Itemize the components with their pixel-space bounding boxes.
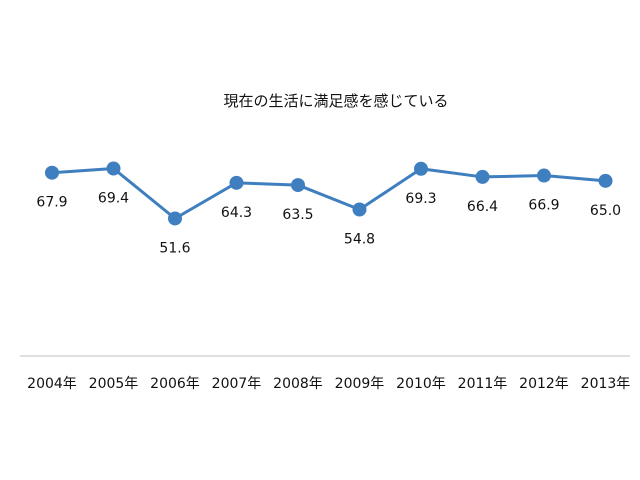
data-label: 64.3 <box>221 205 252 221</box>
data-point <box>537 168 551 183</box>
data-label: 66.9 <box>528 198 559 214</box>
data-label: 69.4 <box>98 191 129 207</box>
data-label: 54.8 <box>344 232 375 248</box>
x-tick-label: 2009年 <box>335 376 385 392</box>
data-point <box>475 169 490 184</box>
data-label: 66.4 <box>467 199 498 215</box>
x-tick-label: 2013年 <box>581 376 631 392</box>
x-tick-label: 2008年 <box>273 376 323 392</box>
data-point <box>229 175 244 190</box>
data-label: 51.6 <box>159 240 190 256</box>
chart-title: 現在の生活に満足感を感じている <box>223 92 448 110</box>
x-tick-label: 2005年 <box>89 376 139 392</box>
x-tick-label: 2007年 <box>212 376 262 392</box>
data-point <box>352 202 367 217</box>
data-label: 67.9 <box>36 195 67 211</box>
x-tick-labels: 2004年 2005年 2006年 2007年 2008年 2009年 2010年 2011年… <box>27 376 630 392</box>
x-tick-label: 2012年 <box>519 376 569 392</box>
data-point <box>45 165 59 180</box>
data-labels: 67.9 69.4 51.6 64.3 63.5 54.8 69.3 66.4 66.9 65.0 <box>36 191 621 257</box>
data-point <box>291 178 305 193</box>
x-tick-label: 2011年 <box>458 376 508 392</box>
x-tick-label: 2010年 <box>396 376 446 392</box>
data-point <box>168 211 182 226</box>
data-point <box>598 173 613 188</box>
data-label: 65.0 <box>590 203 621 219</box>
data-point <box>106 161 121 176</box>
x-tick-label: 2004年 <box>27 376 77 392</box>
data-point <box>414 161 428 176</box>
series-line <box>51 167 606 220</box>
data-label: 63.5 <box>282 207 313 223</box>
series-layer <box>45 161 613 226</box>
data-label: 69.3 <box>405 191 436 207</box>
x-tick-label: 2006年 <box>150 376 200 392</box>
